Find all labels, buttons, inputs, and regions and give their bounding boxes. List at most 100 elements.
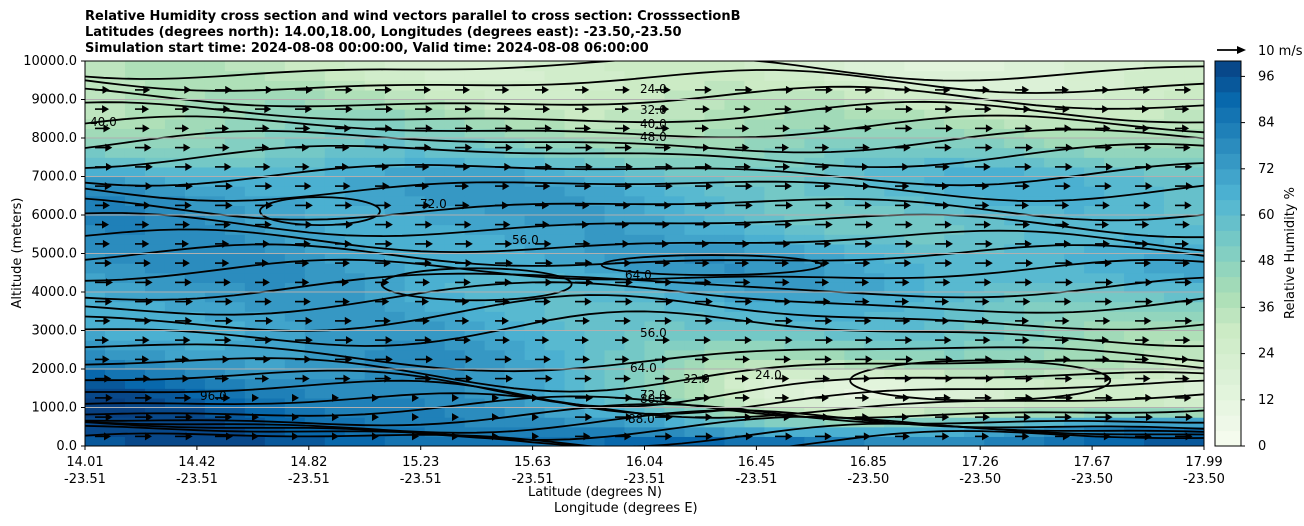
humidity-cell bbox=[804, 109, 825, 120]
humidity-cell bbox=[204, 109, 226, 120]
humidity-cell bbox=[324, 253, 346, 264]
wind-vector-arrow bbox=[215, 432, 233, 441]
humidity-cell bbox=[864, 128, 885, 139]
humidity-cell bbox=[944, 369, 965, 380]
wind-vector-arrow bbox=[655, 413, 673, 422]
humidity-cell bbox=[584, 195, 606, 206]
humidity-cell bbox=[484, 128, 506, 139]
wind-vector-arrow bbox=[175, 374, 190, 383]
wind-vector-arrow bbox=[295, 355, 312, 364]
humidity-cell bbox=[504, 224, 526, 235]
wind-vector-arrow bbox=[575, 105, 590, 114]
humidity-cell bbox=[444, 205, 466, 216]
wind-vector-arrow bbox=[1015, 413, 1031, 422]
humidity-cell bbox=[664, 388, 686, 399]
humidity-cell bbox=[1004, 359, 1025, 370]
humidity-cell bbox=[1004, 263, 1025, 274]
humidity-cell bbox=[344, 330, 366, 341]
humidity-cell bbox=[1064, 311, 1085, 322]
humidity-cell bbox=[85, 369, 106, 380]
wind-vector-arrow bbox=[175, 336, 191, 345]
contour-label: 40.0 bbox=[640, 117, 667, 131]
humidity-cell bbox=[384, 89, 406, 101]
contour-label: 24.0 bbox=[755, 368, 782, 382]
humidity-cell bbox=[344, 118, 366, 129]
humidity-cell bbox=[704, 99, 726, 110]
humidity-cell bbox=[85, 118, 106, 129]
humidity-cell bbox=[504, 330, 526, 341]
humidity-cell bbox=[544, 89, 566, 101]
wind-vector-arrow bbox=[655, 124, 670, 133]
wind-vector-arrow bbox=[535, 124, 552, 133]
humidity-cell bbox=[1164, 186, 1185, 197]
humidity-cell bbox=[1044, 224, 1065, 235]
humidity-cell bbox=[104, 89, 126, 101]
wind-vector-arrow bbox=[935, 393, 951, 402]
humidity-cell bbox=[1024, 186, 1045, 197]
wind-vector-arrow bbox=[895, 393, 910, 402]
humidity-cell bbox=[904, 234, 925, 245]
humidity-cell bbox=[464, 234, 486, 245]
humidity-cell bbox=[304, 205, 326, 216]
humidity-cell bbox=[764, 70, 785, 81]
humidity-cell bbox=[384, 138, 406, 149]
wind-vector-arrow bbox=[895, 85, 912, 94]
humidity-cell bbox=[424, 215, 446, 226]
humidity-cell bbox=[1184, 215, 1204, 226]
humidity-cell bbox=[124, 89, 146, 101]
wind-vector-arrow bbox=[775, 105, 792, 114]
wind-vector-arrow bbox=[935, 432, 950, 441]
wind-vector-arrow bbox=[895, 162, 910, 171]
y-tick-label: 9000.0 bbox=[32, 93, 78, 108]
humidity-cell bbox=[1024, 70, 1045, 81]
humidity-cell bbox=[744, 369, 765, 380]
humidity-cell bbox=[584, 166, 606, 178]
humidity-cell bbox=[904, 243, 925, 255]
wind-vector-arrow bbox=[335, 143, 350, 152]
humidity-cell bbox=[1004, 253, 1025, 264]
humidity-cell bbox=[344, 263, 366, 274]
humidity-cell bbox=[864, 301, 885, 312]
humidity-cell bbox=[584, 311, 606, 322]
wind-vector-arrow bbox=[295, 259, 310, 268]
humidity-cell bbox=[164, 89, 186, 101]
humidity-cell bbox=[724, 147, 746, 158]
wind-vector-arrow bbox=[215, 239, 230, 248]
humidity-cell bbox=[1144, 138, 1165, 149]
humidity-cell bbox=[384, 397, 406, 409]
humidity-cell bbox=[424, 378, 446, 389]
humidity-cell bbox=[824, 99, 845, 110]
wind-vector-arrow bbox=[375, 316, 391, 325]
humidity-cell bbox=[504, 263, 526, 274]
humidity-cell bbox=[184, 234, 206, 245]
humidity-cell bbox=[564, 292, 586, 303]
humidity-cell bbox=[904, 292, 925, 303]
wind-vector-arrow bbox=[895, 432, 910, 441]
wind-vector-arrow bbox=[615, 182, 633, 191]
humidity-cell bbox=[244, 147, 266, 158]
humidity-cell bbox=[184, 215, 206, 226]
wind-vector-arrow bbox=[975, 413, 990, 422]
humidity-cell bbox=[864, 292, 885, 303]
wind-vector-arrow bbox=[735, 143, 750, 152]
wind-vector-arrow bbox=[815, 162, 830, 171]
humidity-cell bbox=[784, 436, 805, 446]
humidity-cell bbox=[584, 349, 606, 360]
humidity-cell bbox=[284, 359, 306, 370]
humidity-cell bbox=[124, 417, 146, 428]
humidity-cell bbox=[644, 61, 666, 72]
humidity-cell bbox=[1024, 61, 1045, 72]
humidity-cell bbox=[504, 61, 526, 72]
humidity-cell bbox=[1144, 215, 1165, 226]
humidity-cell bbox=[1084, 378, 1105, 389]
humidity-cell bbox=[224, 378, 246, 389]
wind-vector-arrow bbox=[375, 297, 390, 306]
wind-vector-arrow bbox=[375, 374, 392, 383]
humidity-cell bbox=[1124, 224, 1145, 235]
wind-vector-arrow bbox=[255, 162, 271, 171]
humidity-cell bbox=[1084, 138, 1105, 149]
wind-vector-arrow bbox=[615, 336, 630, 345]
humidity-cell bbox=[144, 359, 166, 370]
x-tick-label-lon: -23.51 bbox=[512, 472, 554, 487]
humidity-cell bbox=[364, 301, 386, 312]
